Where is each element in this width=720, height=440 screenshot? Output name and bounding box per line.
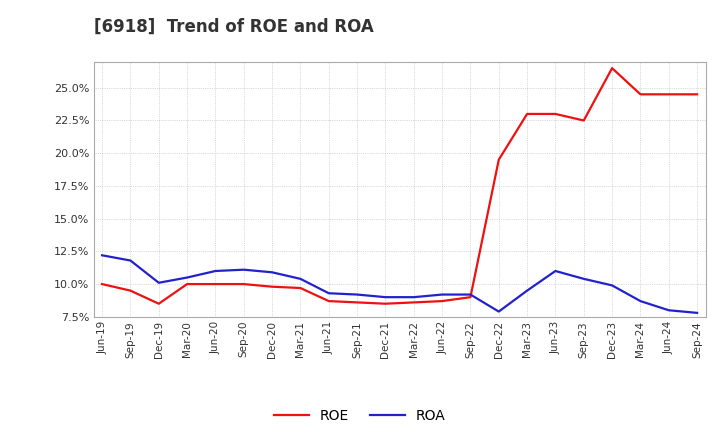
ROE — [551, 111, 559, 117]
ROA — [381, 294, 390, 300]
ROA — [693, 310, 701, 315]
ROE — [353, 300, 361, 305]
ROE — [296, 286, 305, 291]
ROA — [410, 294, 418, 300]
ROA — [580, 276, 588, 282]
ROE — [636, 92, 644, 97]
ROE — [240, 282, 248, 287]
ROA — [98, 253, 107, 258]
Line: ROE: ROE — [102, 68, 697, 304]
ROA — [353, 292, 361, 297]
ROE — [438, 298, 446, 304]
ROA — [240, 267, 248, 272]
ROA — [126, 258, 135, 263]
ROA — [268, 270, 276, 275]
Line: ROA: ROA — [102, 255, 697, 313]
ROA — [438, 292, 446, 297]
ROA — [608, 283, 616, 288]
Text: [6918]  Trend of ROE and ROA: [6918] Trend of ROE and ROA — [94, 18, 374, 36]
ROA — [466, 292, 474, 297]
ROE — [693, 92, 701, 97]
ROE — [608, 66, 616, 71]
ROA — [665, 308, 673, 313]
ROE — [325, 298, 333, 304]
ROE — [211, 282, 220, 287]
ROE — [268, 284, 276, 290]
ROA — [155, 280, 163, 286]
ROE — [126, 288, 135, 293]
ROE — [580, 118, 588, 123]
ROA — [551, 268, 559, 274]
Legend: ROE, ROA: ROE, ROA — [269, 403, 451, 429]
ROA — [523, 288, 531, 293]
ROE — [183, 282, 192, 287]
ROA — [636, 298, 644, 304]
ROE — [98, 282, 107, 287]
ROE — [495, 157, 503, 162]
ROE — [410, 300, 418, 305]
ROE — [665, 92, 673, 97]
ROE — [466, 294, 474, 300]
ROE — [381, 301, 390, 306]
ROA — [325, 290, 333, 296]
ROE — [523, 111, 531, 117]
ROA — [211, 268, 220, 274]
ROA — [495, 309, 503, 314]
ROA — [296, 276, 305, 282]
ROE — [155, 301, 163, 306]
ROA — [183, 275, 192, 280]
